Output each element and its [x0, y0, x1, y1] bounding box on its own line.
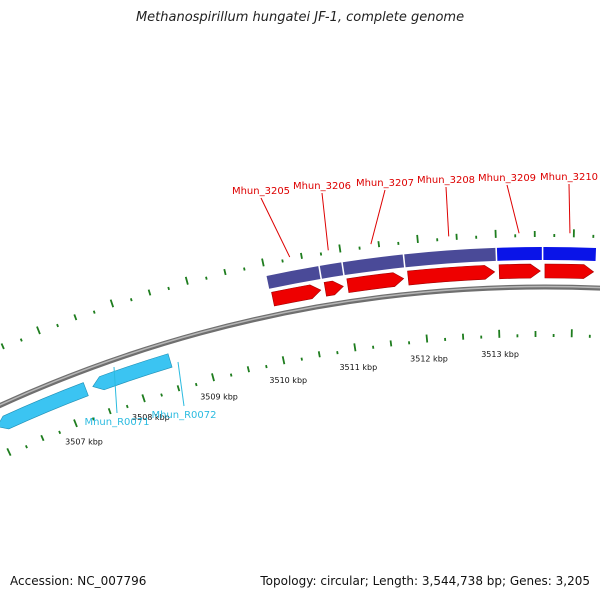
scale-label-3509: 3509 kbp: [200, 392, 238, 401]
cog-block-mhun-3209: [496, 247, 542, 261]
gene-label-mhun-3206: Mhun_3206: [293, 181, 351, 192]
outer-tick: [36, 326, 41, 335]
forward-gene-mhun-3205: [271, 284, 322, 307]
gene-labels: Mhun_3205 Mhun_3206 Mhun_3207 Mhun_3208 Mhun…: [84, 172, 598, 428]
accession-text: Accession: NC_007796: [10, 574, 147, 588]
inner-tick: [281, 356, 286, 365]
leader-line-mhun-3208: [445, 186, 450, 237]
leader-line-mhun-3205: [260, 197, 291, 258]
outer-tick: [147, 289, 152, 296]
scale-label-3508: 3508 kbp: [132, 413, 170, 422]
outer-tick: [377, 241, 381, 248]
cog-block-mhun-3210: [543, 247, 597, 261]
scale-label-3511: 3511 kbp: [339, 363, 377, 372]
inner-tick: [91, 417, 95, 421]
scale-label-3513: 3513 kbp: [481, 350, 519, 359]
inner-tick: [176, 385, 181, 392]
inner-tick: [141, 394, 146, 403]
gene-label-mhun-r0072: Mhun_R0072: [151, 410, 216, 421]
outer-tick: [261, 258, 265, 267]
backbone-track: [0, 284, 600, 409]
inner-tick: [73, 419, 78, 428]
outer-tick: [223, 268, 227, 276]
forward-gene-mhun-3210: [544, 263, 595, 279]
leader-line-mhun-3206: [321, 192, 329, 251]
outer-tick: [73, 314, 78, 321]
gene-label-mhun-3205: Mhun_3205: [232, 186, 290, 197]
outer-tick: [0, 343, 5, 350]
inner-tick: [125, 404, 129, 409]
inner-tick: [211, 373, 215, 382]
inner-tick: [229, 373, 233, 377]
leader-line-mhun-r0072: [177, 361, 185, 407]
inner-tick: [58, 430, 62, 435]
forward-gene-mhun-3208: [407, 265, 496, 286]
inner-tick: [160, 393, 163, 397]
map-title: Methanospirillum hungatei JF-1, complete…: [135, 10, 465, 25]
outer-tick: [129, 298, 133, 302]
inner-tick: [317, 351, 321, 358]
reverse-gene-mhun-r0071: [0, 382, 89, 430]
inner-tick: [265, 364, 268, 369]
outer-tick: [19, 338, 23, 342]
inner-tick: [300, 357, 303, 361]
genome-stats-text: Topology: circular; Length: 3,544,738 bp…: [260, 574, 590, 588]
inner-tick: [25, 444, 28, 449]
leader-line-mhun-3210: [568, 183, 571, 234]
scale-labels: 3507 kbp 3508 kbp 3509 kbp 3510 kbp 3511 kbp…: [65, 350, 519, 447]
outer-tick: [56, 323, 59, 328]
inner-tick: [40, 434, 45, 442]
outer-tick: [300, 252, 303, 259]
outer-tick-track: [0, 229, 595, 350]
backbone-highlight: [0, 285, 600, 406]
inner-tick: [6, 447, 12, 456]
outer-tick: [338, 244, 342, 253]
forward-gene-mhun-3207: [346, 272, 405, 293]
cog-block-mhun-3205: [266, 266, 321, 289]
leader-line-mhun-3209: [506, 184, 520, 234]
scale-label-3512: 3512 kbp: [410, 354, 448, 363]
outer-tick: [92, 310, 96, 314]
gene-label-mhun-3207: Mhun_3207: [356, 178, 414, 189]
forward-gene-track: [271, 263, 595, 307]
outer-tick: [281, 259, 284, 263]
inner-tick: [353, 343, 357, 352]
inner-tick: [246, 366, 250, 373]
outer-tick: [109, 299, 115, 308]
outer-tick: [184, 276, 189, 285]
leader-line-mhun-r0071: [113, 366, 118, 414]
inner-tick: [425, 334, 429, 343]
scale-label-3510: 3510 kbp: [269, 376, 307, 385]
gene-label-mhun-3209: Mhun_3209: [478, 173, 536, 184]
gene-label-mhun-3210: Mhun_3210: [540, 172, 598, 183]
forward-gene-mhun-3209: [498, 263, 541, 280]
cog-block-mhun-3208: [404, 247, 496, 268]
cog-track: [266, 247, 597, 289]
outer-tick: [243, 267, 246, 271]
leader-line-mhun-3207: [370, 189, 386, 245]
outer-tick: [205, 276, 208, 280]
scale-label-3507: 3507 kbp: [65, 438, 103, 447]
cog-block-mhun-3207: [342, 254, 405, 276]
reverse-gene-mhun-r0072: [92, 353, 173, 391]
reverse-gene-track: [0, 353, 173, 430]
gene-label-mhun-r0071: Mhun_R0071: [84, 417, 149, 428]
forward-gene-mhun-3206: [323, 280, 344, 297]
outer-tick: [416, 234, 419, 244]
cog-block-mhun-3206: [319, 262, 344, 279]
inner-tick: [194, 382, 198, 387]
inner-tick-track: [6, 329, 591, 456]
inner-tick: [107, 408, 112, 415]
backbone-ring: [0, 284, 600, 409]
inner-tick: [389, 340, 393, 347]
outer-tick: [167, 286, 170, 291]
gene-label-mhun-3208: Mhun_3208: [417, 175, 475, 186]
